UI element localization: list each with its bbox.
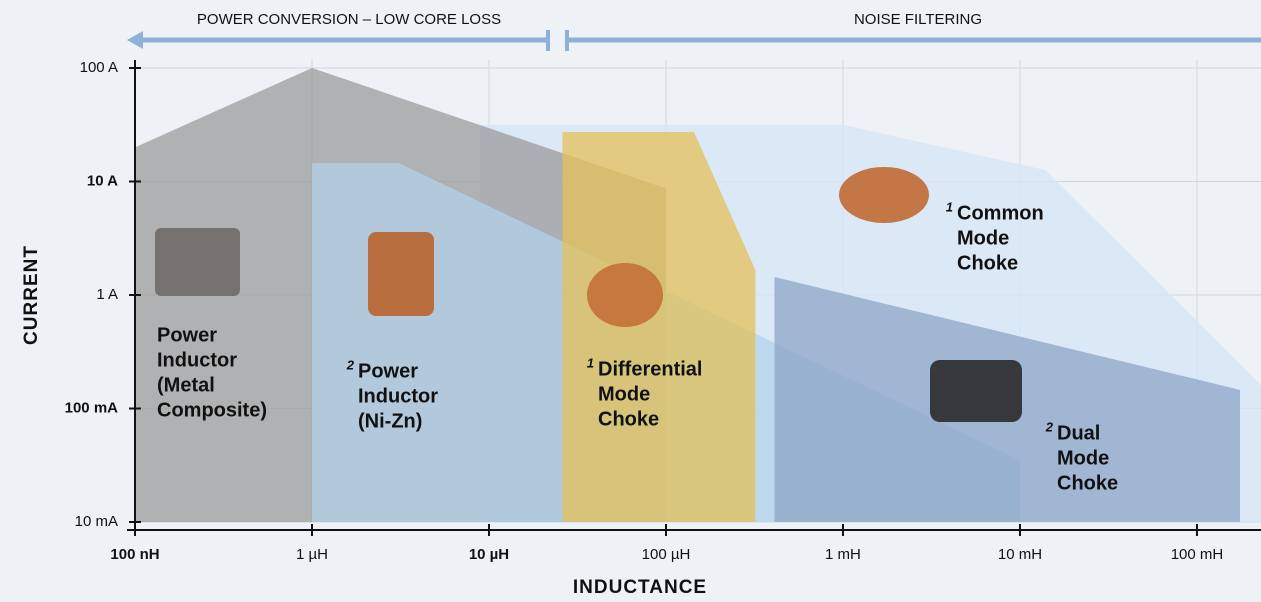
- x-tick-label: 10 mH: [998, 546, 1042, 563]
- x-tick-label: 100 nH: [110, 546, 159, 563]
- y-axis-label: CURRENT: [21, 245, 42, 345]
- region-label: Power: [358, 360, 418, 382]
- footnote: 1: [587, 355, 594, 370]
- y-tick-label: 100 mA: [65, 399, 119, 416]
- region-label: Differential: [598, 358, 702, 380]
- x-tick-label: 100 mH: [1171, 546, 1224, 563]
- x-tick-label: 1 µH: [296, 546, 328, 563]
- region-label: Inductor: [157, 349, 237, 371]
- y-tick-label: 100 A: [80, 59, 118, 76]
- region-label: Inductor: [358, 385, 438, 407]
- region-label: (Ni-Zn): [358, 410, 422, 432]
- x-tick-label: 100 µH: [642, 546, 691, 563]
- region-label: Mode: [1057, 447, 1109, 469]
- icon-ni-zn: [368, 232, 434, 316]
- region-label: Choke: [598, 408, 659, 430]
- icon-differential: [587, 263, 663, 327]
- icon-common: [839, 167, 929, 223]
- region-label: (Metal: [157, 374, 215, 396]
- banner-left: POWER CONVERSION – LOW CORE LOSS: [197, 11, 501, 28]
- region-label: Mode: [957, 227, 1009, 249]
- chart: POWER CONVERSION – LOW CORE LOSS NOISE F…: [0, 0, 1261, 602]
- x-axis-label: INDUCTANCE: [573, 577, 707, 598]
- footnote: 2: [346, 357, 355, 372]
- footnote: 1: [946, 199, 953, 214]
- icon-metal-composite: [155, 228, 240, 296]
- region-label: Choke: [957, 252, 1018, 274]
- y-tick-label: 10 A: [87, 172, 118, 189]
- region-label: Mode: [598, 383, 650, 405]
- footnote: 2: [1045, 419, 1054, 434]
- region-label: Choke: [1057, 472, 1118, 494]
- x-tick-label: 1 mH: [825, 546, 861, 563]
- y-tick-label: 1 A: [96, 286, 118, 303]
- y-tick-label: 10 mA: [75, 513, 118, 530]
- x-tick-label: 10 µH: [469, 546, 509, 563]
- icon-dual: [930, 360, 1022, 422]
- region-label: Dual: [1057, 422, 1100, 444]
- region-label: Composite): [157, 399, 267, 421]
- region-label: Common: [957, 202, 1044, 224]
- banner-right: NOISE FILTERING: [854, 11, 982, 28]
- region-label: Power: [157, 324, 217, 346]
